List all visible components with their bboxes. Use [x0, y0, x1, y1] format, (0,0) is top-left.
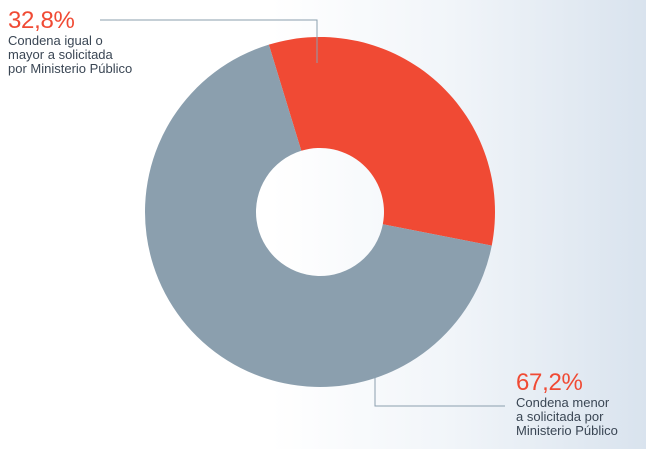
- slice-1-percentage: 32,8%: [8, 7, 75, 34]
- slice-2-percentage: 67,2%: [516, 369, 583, 396]
- leader-line-slice-1: [100, 19, 318, 63]
- slices-group: [145, 37, 495, 387]
- donut-slice-1: [268, 37, 495, 246]
- slice-2-label-block: 67,2% Condena menor a solicitada por Min…: [516, 370, 618, 438]
- slice-1-description: Condena igual o mayor a solicitada por M…: [8, 33, 133, 76]
- slice-1-label-block: 32,8% Condena igual o mayor a solicitada…: [8, 8, 132, 76]
- donut-slice-2: [145, 44, 492, 387]
- slice-2-description: Condena menor a solicitada por Ministeri…: [516, 395, 618, 438]
- leader-line-slice-2: [374, 344, 505, 407]
